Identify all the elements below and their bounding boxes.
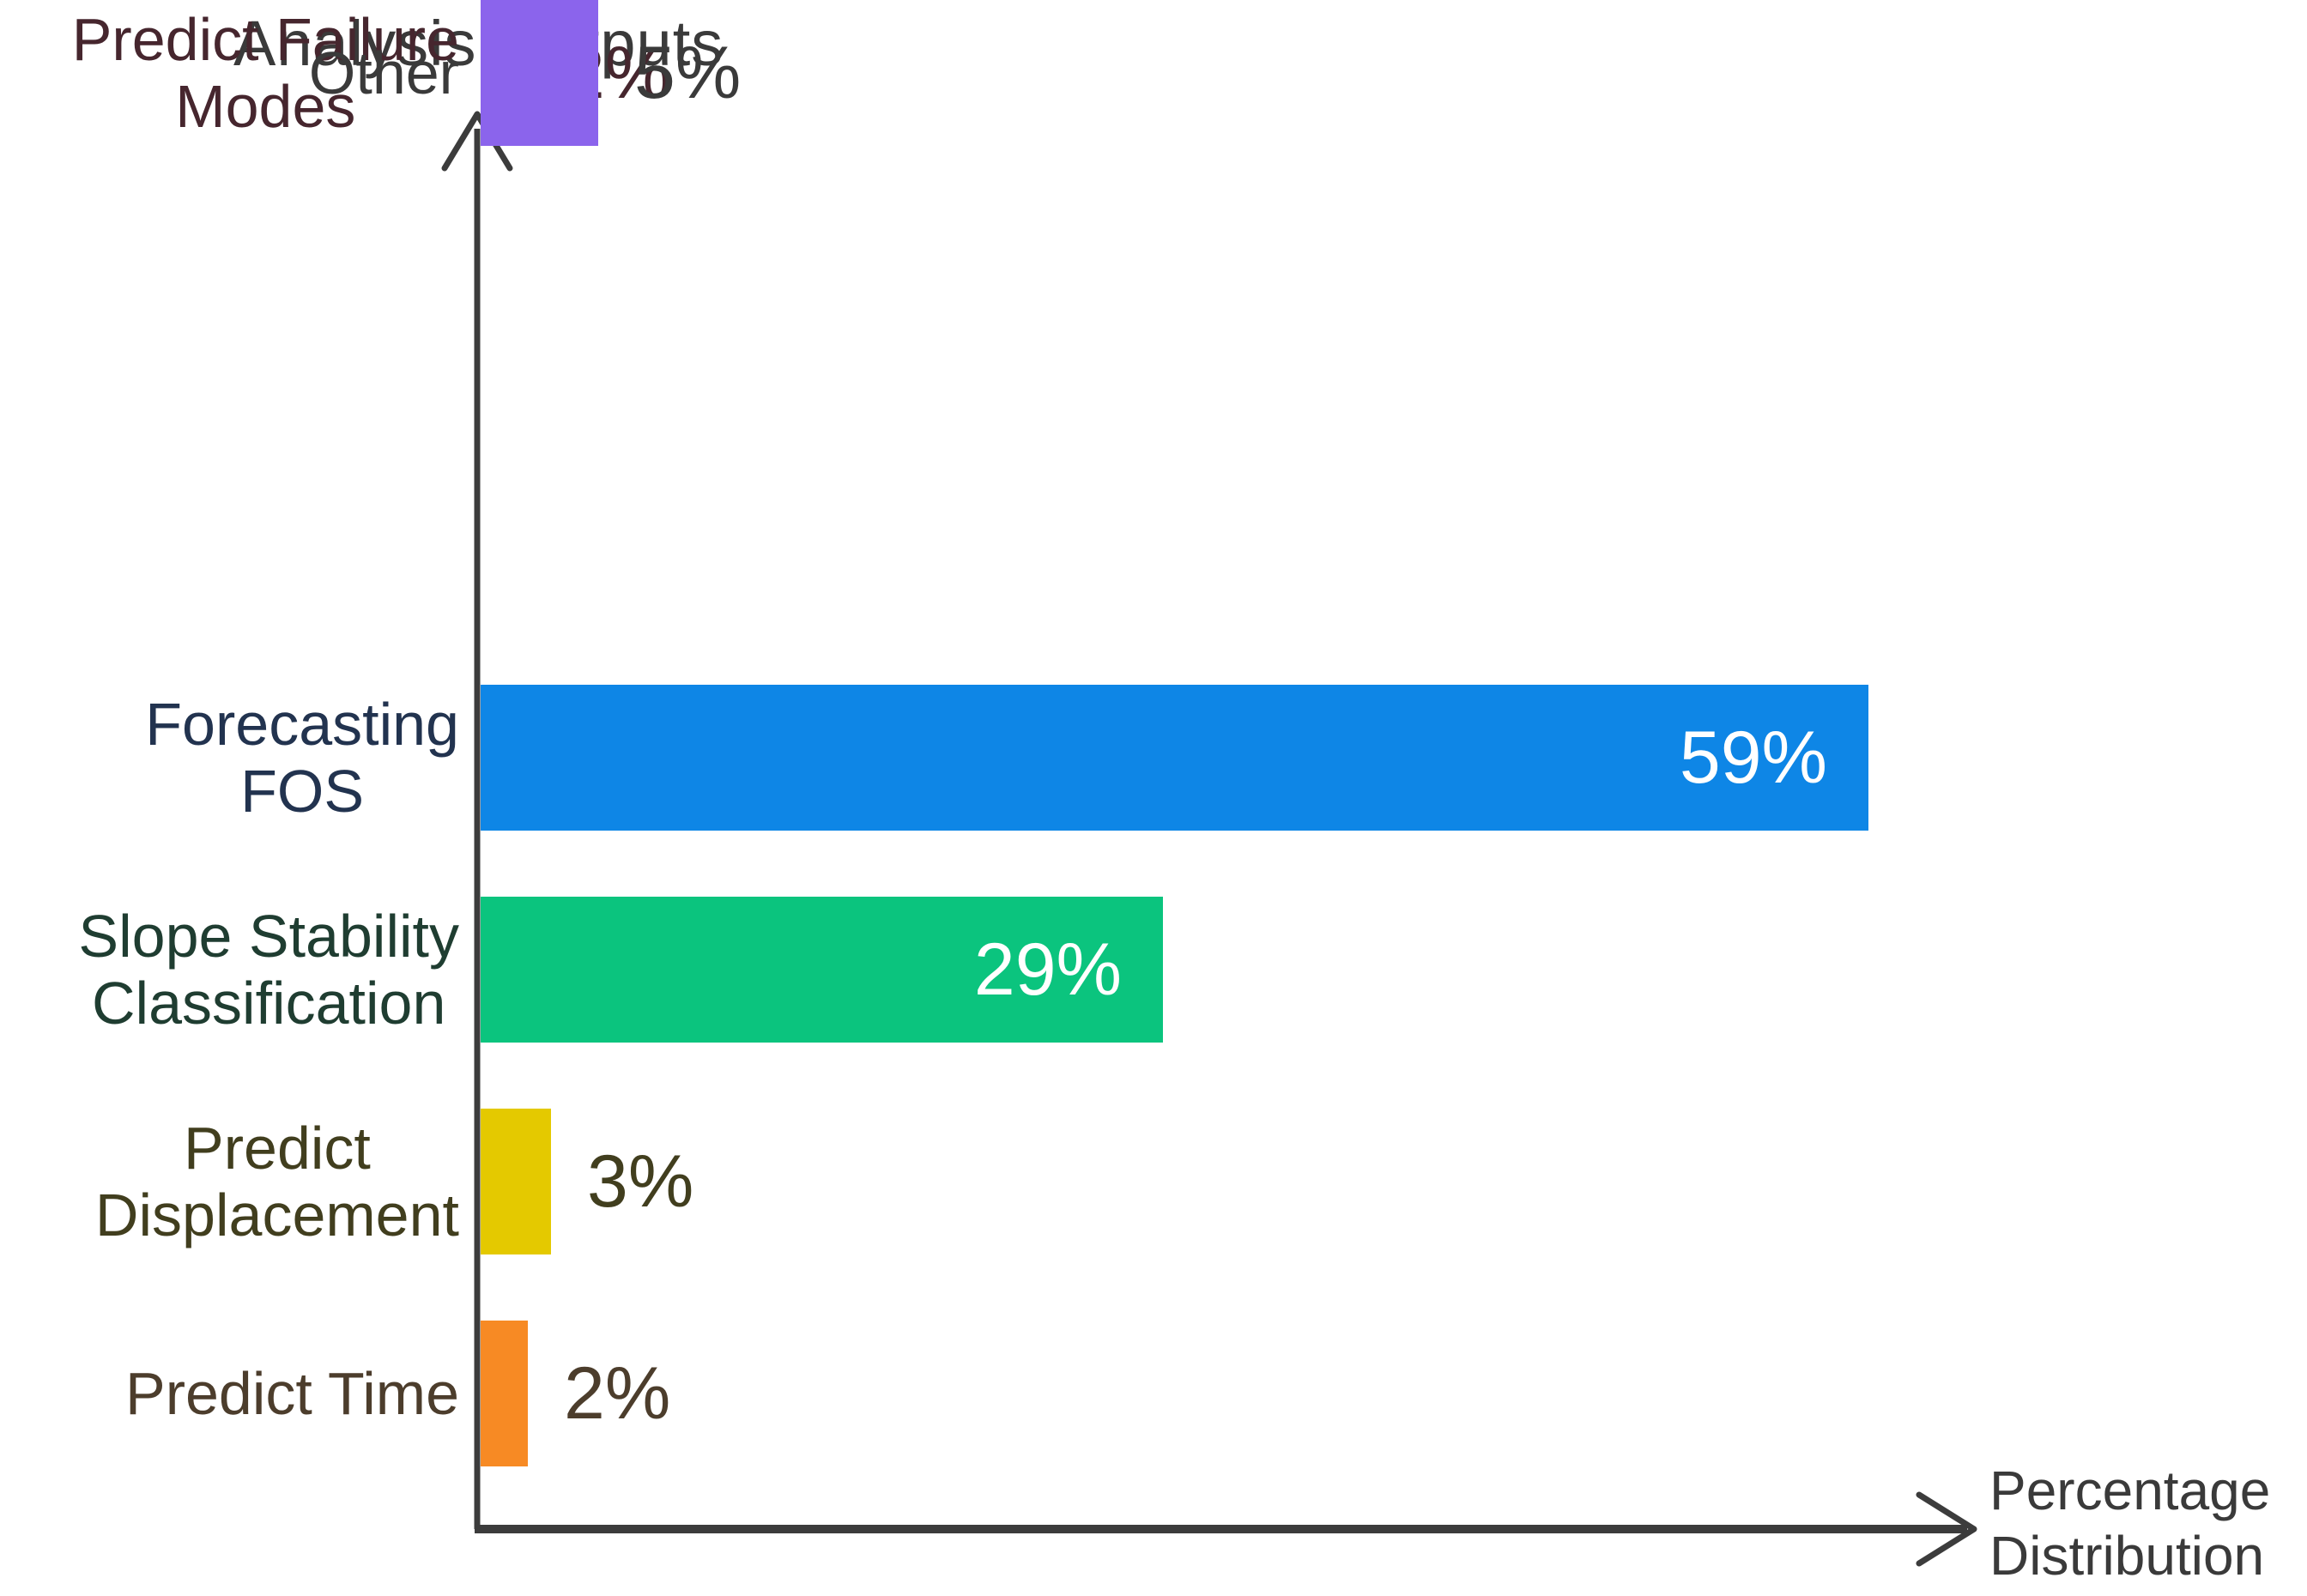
bar-cell: 59% 59% bbox=[481, 685, 1868, 831]
bar-cell: 5% 5% bbox=[481, 0, 741, 146]
category-label: Slope Stability Classification bbox=[78, 902, 459, 1037]
bar: 3% bbox=[481, 1109, 551, 1254]
category-label: Forecasting FOS bbox=[145, 690, 459, 825]
bar-cell: 29% 29% bbox=[481, 897, 1163, 1043]
x-axis-arrowhead-icon bbox=[1916, 1491, 1977, 1567]
bar-cell: 3% 3% bbox=[481, 1109, 693, 1254]
bar-row: Other 5% 5% bbox=[0, 0, 2307, 146]
bar: 29% bbox=[481, 897, 1163, 1043]
value-label-outside: 5% bbox=[634, 31, 742, 114]
category-label-cell: Predict Displacement bbox=[0, 1109, 459, 1254]
bar: 2% bbox=[481, 1321, 528, 1466]
category-label-cell: Slope Stability Classification bbox=[0, 897, 459, 1043]
value-label-outside: 2% bbox=[564, 1351, 671, 1435]
bar-row: Predict Time 2% 2% bbox=[0, 1321, 2307, 1466]
bar-row: Slope Stability Classification 29% 29% bbox=[0, 897, 2307, 1043]
bar: 5% bbox=[481, 0, 598, 146]
chart-title: Analysis Outputs bbox=[233, 8, 724, 79]
x-axis-label: Percentage Distribution bbox=[1989, 1460, 2271, 1587]
category-label: Predict Failure Modes bbox=[71, 5, 459, 140]
value-label-inside: 29% bbox=[973, 928, 1122, 1011]
category-label-cell: Other bbox=[0, 0, 459, 146]
category-label-cell: Forecasting FOS bbox=[0, 685, 459, 831]
category-label: Predict Displacement bbox=[94, 1114, 459, 1248]
y-axis-arrowhead-icon bbox=[441, 111, 513, 172]
category-label-cell: Predict Failure Modes bbox=[0, 0, 459, 146]
bar-row: Forecasting FOS 59% 59% bbox=[0, 685, 2307, 831]
value-label-inside: 59% bbox=[1679, 716, 1827, 799]
category-label: Other bbox=[308, 39, 459, 106]
category-label: Predict Time bbox=[125, 1359, 459, 1427]
bar: 59% bbox=[481, 685, 1868, 831]
value-label-outside: 3% bbox=[587, 1140, 694, 1223]
bar-row: Predict Displacement 3% 3% bbox=[0, 1109, 2307, 1254]
bar-cell: 2% 2% bbox=[481, 1321, 670, 1466]
category-label-cell: Predict Time bbox=[0, 1321, 459, 1466]
